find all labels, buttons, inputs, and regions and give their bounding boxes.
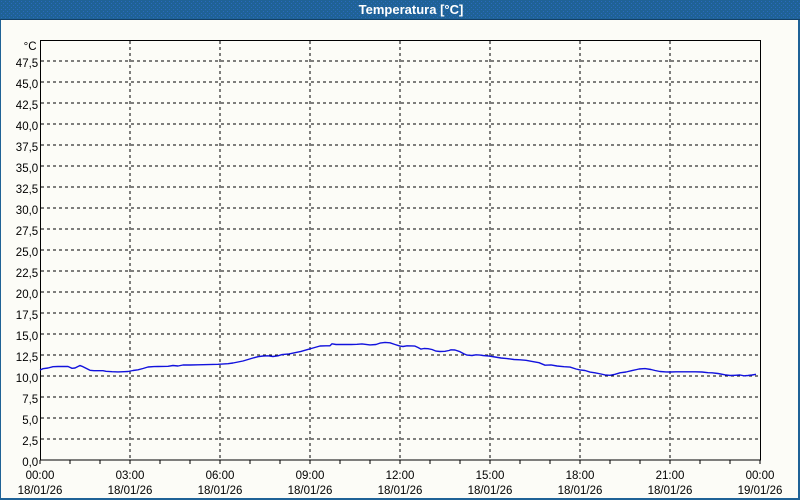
svg-text:27,5: 27,5 <box>16 226 38 238</box>
svg-text:15,0: 15,0 <box>16 331 38 343</box>
svg-text:15:00: 15:00 <box>476 470 505 482</box>
svg-text:7,5: 7,5 <box>22 394 38 406</box>
svg-text:47,5: 47,5 <box>16 58 38 70</box>
svg-text:18/01/26: 18/01/26 <box>108 485 153 497</box>
svg-text:18/01/26: 18/01/26 <box>378 485 423 497</box>
svg-text:00:00: 00:00 <box>746 470 775 482</box>
svg-text:18/01/26: 18/01/26 <box>198 485 243 497</box>
svg-text:0,0: 0,0 <box>22 457 38 469</box>
svg-text:30,0: 30,0 <box>16 205 38 217</box>
svg-text:32,5: 32,5 <box>16 184 38 196</box>
svg-text:18/01/26: 18/01/26 <box>648 485 693 497</box>
svg-text:06:00: 06:00 <box>206 470 235 482</box>
svg-text:21:00: 21:00 <box>656 470 685 482</box>
svg-text:40,0: 40,0 <box>16 121 38 133</box>
svg-text:18/01/26: 18/01/26 <box>18 485 63 497</box>
svg-text:18/01/26: 18/01/26 <box>288 485 333 497</box>
svg-text:18/01/26: 18/01/26 <box>468 485 513 497</box>
svg-text:10,0: 10,0 <box>16 373 38 385</box>
svg-text:2,5: 2,5 <box>22 436 38 448</box>
svg-text:20,0: 20,0 <box>16 289 38 301</box>
svg-text:17,5: 17,5 <box>16 310 38 322</box>
svg-text:°C: °C <box>24 41 37 53</box>
svg-text:37,5: 37,5 <box>16 142 38 154</box>
svg-text:22,5: 22,5 <box>16 268 38 280</box>
svg-text:19/01/26: 19/01/26 <box>738 485 783 497</box>
svg-text:18/01/26: 18/01/26 <box>558 485 603 497</box>
svg-text:5,0: 5,0 <box>22 415 38 427</box>
svg-text:12:00: 12:00 <box>386 470 415 482</box>
svg-text:35,0: 35,0 <box>16 163 38 175</box>
svg-text:45,0: 45,0 <box>16 79 38 91</box>
svg-text:00:00: 00:00 <box>26 470 55 482</box>
svg-text:09:00: 09:00 <box>296 470 325 482</box>
svg-text:42,5: 42,5 <box>16 100 38 112</box>
svg-text:03:00: 03:00 <box>116 470 145 482</box>
svg-text:12,5: 12,5 <box>16 352 38 364</box>
svg-text:18:00: 18:00 <box>566 470 595 482</box>
svg-text:25,0: 25,0 <box>16 247 38 259</box>
